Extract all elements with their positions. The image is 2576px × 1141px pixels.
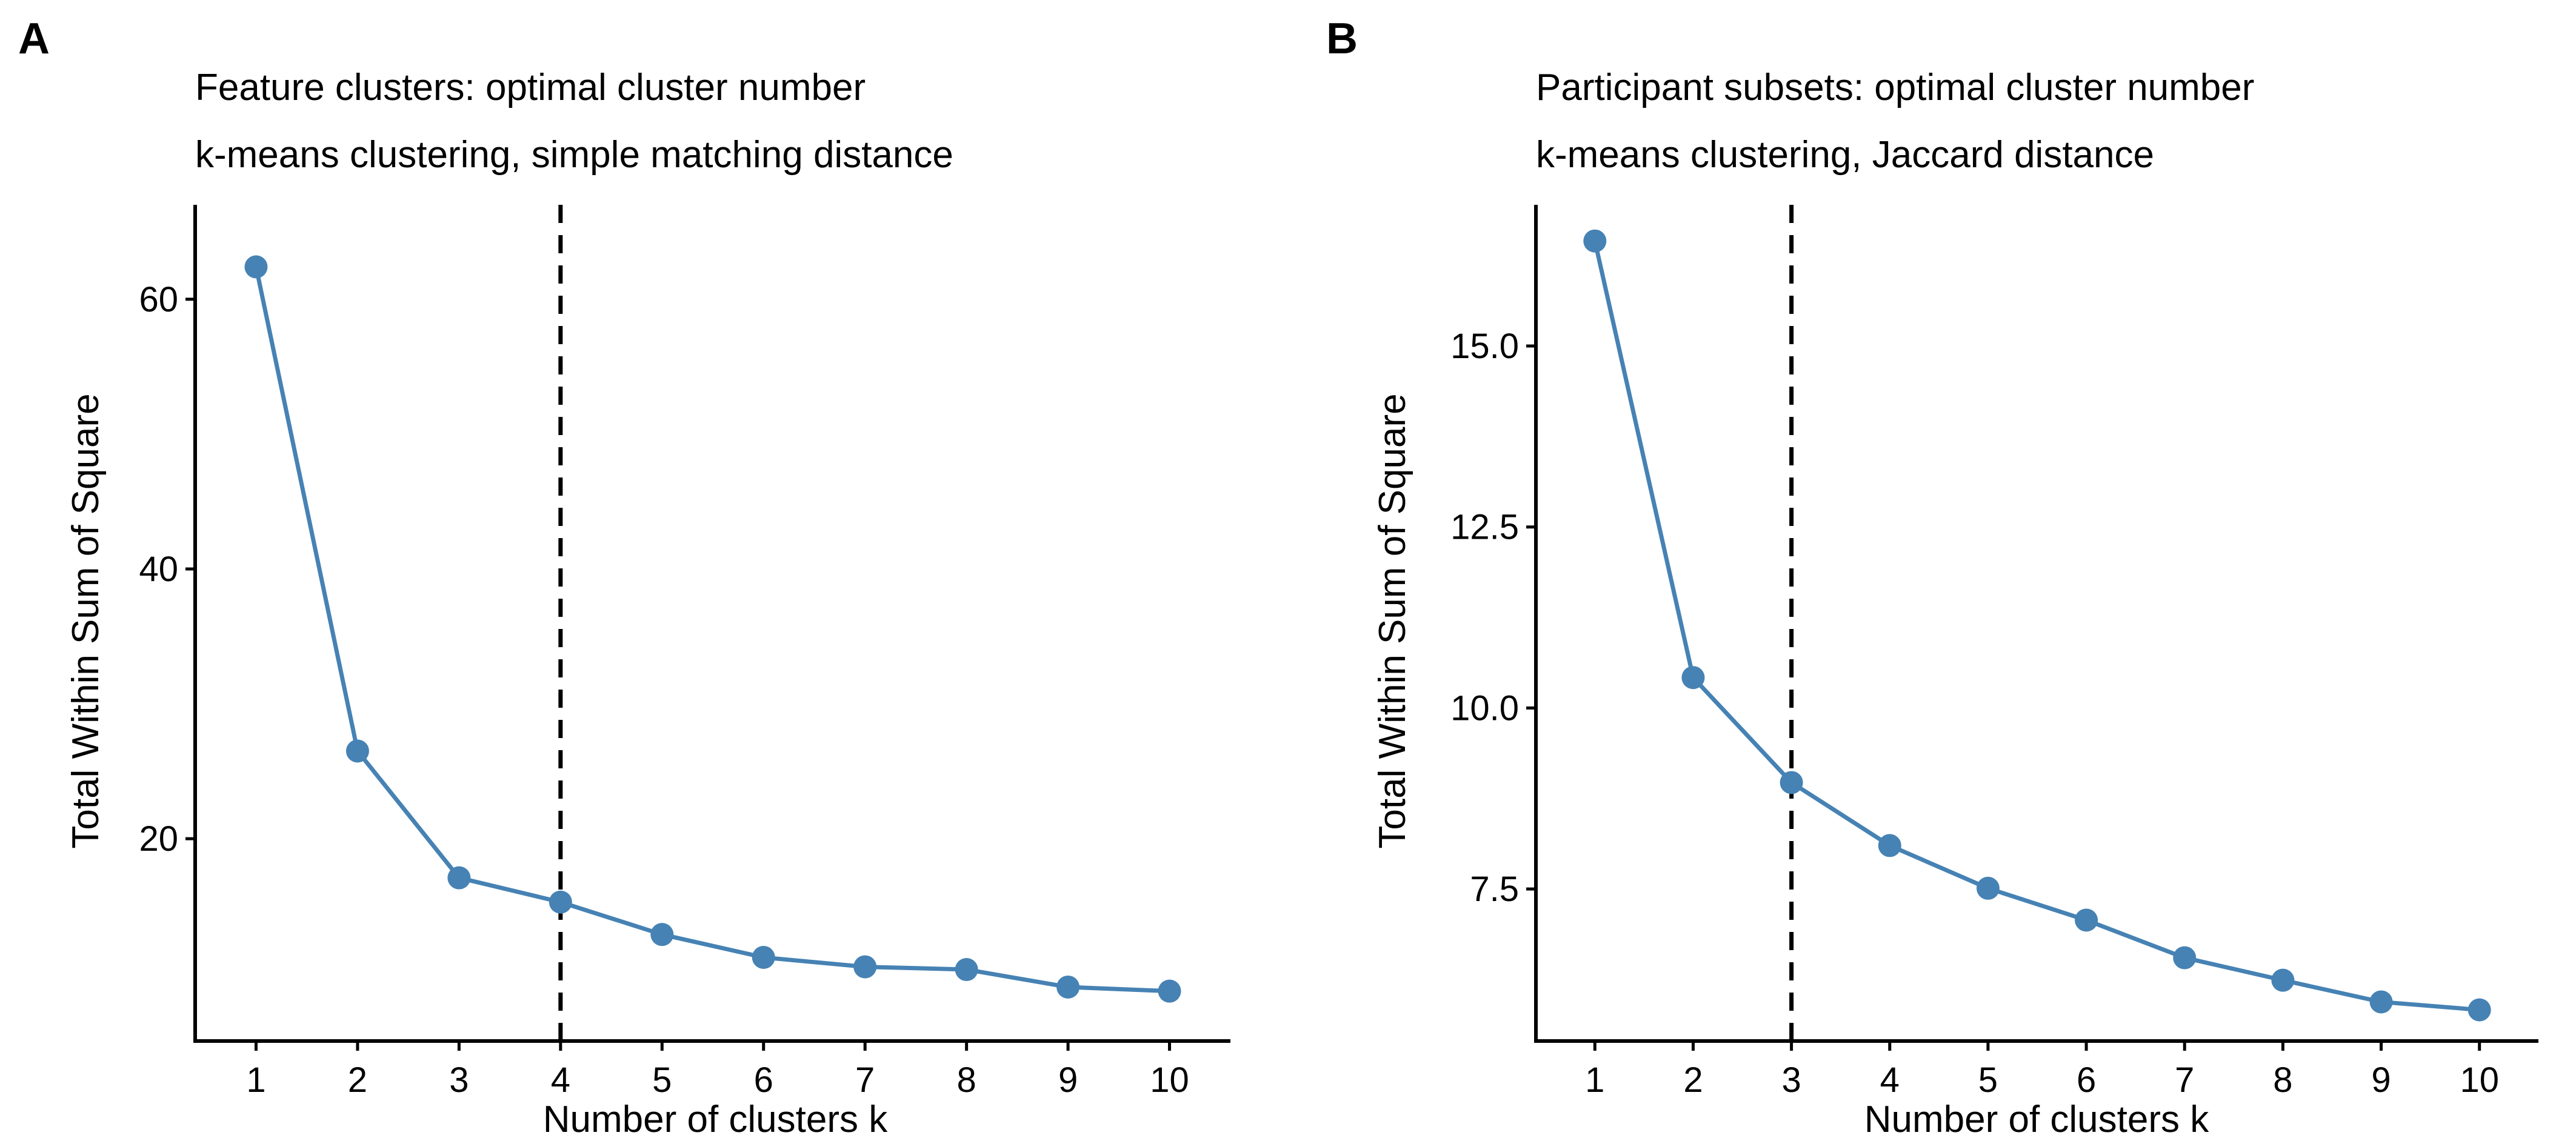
panel-a-letter: A	[18, 15, 50, 63]
panel-a-data-point	[1056, 975, 1080, 999]
panel-a-y-tick-label: 60	[139, 280, 178, 319]
panel-a-x-tick-label: 4	[551, 1060, 570, 1100]
panel-a-data-point	[1158, 979, 1181, 1003]
panel-b: B Participant subsets: optimal cluster n…	[1326, 15, 2538, 1140]
panel-a-data-point	[549, 890, 572, 914]
panel-b-x-tick-label: 8	[2273, 1060, 2292, 1100]
panel-a-x-tick-label: 1	[246, 1060, 265, 1100]
panel-a-data-point	[650, 923, 674, 946]
panel-b-data-point	[2468, 998, 2491, 1022]
panel-a-x-tick-label: 8	[956, 1060, 976, 1100]
panel-a-points	[244, 255, 1181, 1003]
panel-a-x-tick-label: 3	[449, 1060, 469, 1100]
panel-b-x-axis-title: Number of clusters k	[1864, 1099, 2210, 1140]
panel-a-x-tick-label: 7	[855, 1060, 875, 1100]
panel-b-y-ticks: 7.5 10.0 12.5 15.0	[1450, 327, 1536, 909]
panel-b-data-point	[2369, 990, 2393, 1014]
panel-b-y-tick-label: 15.0	[1450, 327, 1519, 366]
panel-b-axes	[1534, 205, 2538, 1043]
panel-b-data-point	[2271, 968, 2295, 992]
panel-b-x-tick-label: 3	[1781, 1060, 1801, 1100]
panel-b-data-point	[1976, 876, 2000, 900]
panel-a: A Feature clusters: optimal cluster numb…	[18, 15, 1230, 1140]
panel-a-data-point	[853, 955, 877, 979]
panel-a-x-tick-label: 9	[1058, 1060, 1078, 1100]
panel-b-data-point	[2075, 908, 2098, 932]
panel-a-subtitle: k-means clustering, simple matching dist…	[195, 134, 953, 176]
panel-a-title: Feature clusters: optimal cluster number	[195, 67, 866, 108]
panel-a-y-tick-label: 20	[139, 819, 178, 859]
panel-a-y-axis-title: Total Within Sum of Square	[65, 393, 107, 848]
panel-b-x-tick-label: 10	[2460, 1060, 2499, 1100]
panel-b-letter: B	[1326, 15, 1358, 63]
panel-b-series-line	[1592, 240, 2480, 1013]
panel-b-x-tick-label: 4	[1880, 1060, 1900, 1100]
panel-a-x-tick-label: 6	[754, 1060, 773, 1100]
panel-a-y-ticks: 20 40 60	[139, 280, 195, 859]
panel-b-data-point	[1780, 771, 1803, 794]
panel-b-x-tick-label: 7	[2175, 1060, 2194, 1100]
panel-a-data-point	[345, 739, 369, 763]
panel-b-data-point	[1681, 666, 1705, 690]
panel-b-points	[1583, 229, 2491, 1022]
panel-b-x-tick-label: 5	[1978, 1060, 1998, 1100]
panel-a-data-point	[752, 946, 775, 969]
panel-a-y-tick-label: 40	[139, 550, 178, 589]
panel-b-x-tick-label: 1	[1585, 1060, 1604, 1100]
panel-b-x-tick-label: 9	[2371, 1060, 2391, 1100]
panel-a-x-tick-label: 2	[348, 1060, 367, 1100]
panel-a-series-line	[254, 266, 1170, 994]
panel-b-x-ticks: 1 2 3 4 5 6 7 8 9 10	[1585, 1041, 2499, 1100]
panel-b-x-tick-label: 6	[2077, 1060, 2096, 1100]
panel-b-data-point	[2173, 946, 2197, 970]
panel-b-y-tick-label: 10.0	[1450, 688, 1519, 728]
panel-a-x-tick-label: 5	[652, 1060, 672, 1100]
panel-a-data-point	[955, 958, 978, 982]
panel-a-x-axis-title: Number of clusters k	[543, 1099, 889, 1140]
panel-b-y-tick-label: 12.5	[1450, 508, 1519, 547]
panel-b-y-tick-label: 7.5	[1470, 870, 1519, 909]
panel-b-title: Participant subsets: optimal cluster num…	[1536, 67, 2254, 108]
panel-a-data-point	[447, 866, 471, 890]
panel-b-subtitle: k-means clustering, Jaccard distance	[1536, 134, 2154, 176]
panel-b-data-point	[1583, 229, 1607, 253]
panel-a-data-point	[244, 255, 268, 279]
panel-b-x-tick-label: 2	[1683, 1060, 1703, 1100]
panel-a-axes	[193, 205, 1230, 1043]
panel-b-data-point	[1878, 834, 1901, 857]
panel-b-y-axis-title: Total Within Sum of Square	[1372, 393, 1413, 848]
panel-a-x-ticks: 1 2 3 4 5 6 7 8 9 10	[246, 1041, 1189, 1100]
panel-a-x-tick-label: 10	[1150, 1060, 1189, 1100]
